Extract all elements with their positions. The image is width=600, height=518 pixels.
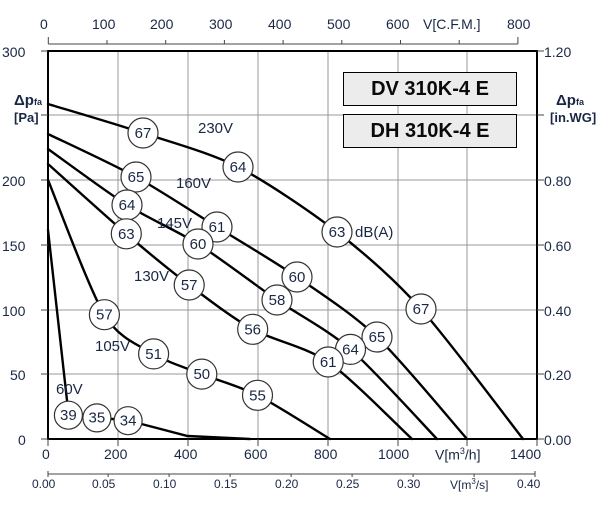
svg-text:160V: 160V xyxy=(176,175,211,192)
svg-text:63: 63 xyxy=(329,224,346,241)
svg-text:60: 60 xyxy=(190,236,207,253)
svg-text:64: 64 xyxy=(342,341,359,358)
svg-text:58: 58 xyxy=(269,292,286,309)
svg-text:145V: 145V xyxy=(157,215,192,232)
svg-text:230V: 230V xyxy=(198,120,233,137)
svg-text:55: 55 xyxy=(249,387,266,404)
svg-text:61: 61 xyxy=(320,354,337,371)
svg-text:60: 60 xyxy=(289,269,306,286)
svg-text:130V: 130V xyxy=(134,268,169,285)
svg-text:50: 50 xyxy=(193,366,210,383)
svg-text:56: 56 xyxy=(244,321,261,338)
svg-text:61: 61 xyxy=(209,219,226,236)
svg-text:65: 65 xyxy=(128,169,145,186)
svg-text:39: 39 xyxy=(60,407,77,424)
svg-text:64: 64 xyxy=(119,197,136,214)
svg-text:64: 64 xyxy=(230,159,247,176)
svg-text:51: 51 xyxy=(145,346,162,363)
svg-text:dB(A): dB(A) xyxy=(355,224,393,241)
svg-text:67: 67 xyxy=(413,301,430,318)
svg-text:35: 35 xyxy=(89,410,106,427)
svg-text:34: 34 xyxy=(120,413,137,430)
svg-text:63: 63 xyxy=(118,226,135,243)
svg-text:60V: 60V xyxy=(56,381,83,398)
svg-text:67: 67 xyxy=(135,125,152,142)
svg-text:105V: 105V xyxy=(95,338,130,355)
svg-text:57: 57 xyxy=(96,307,113,324)
svg-text:57: 57 xyxy=(181,277,198,294)
svg-text:65: 65 xyxy=(369,329,386,346)
